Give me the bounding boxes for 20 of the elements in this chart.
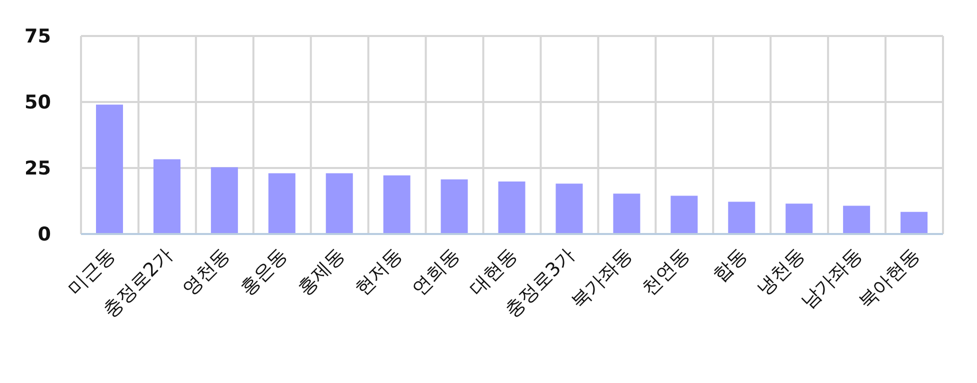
y-tick-label: 0 (38, 224, 51, 246)
bar (440, 179, 468, 234)
y-tick-label: 25 (24, 158, 51, 180)
bar (498, 181, 526, 234)
bar (210, 167, 238, 234)
bar (326, 173, 353, 234)
y-tick-label: 50 (24, 92, 51, 114)
bar (900, 212, 928, 234)
bar (728, 202, 756, 234)
bar (383, 175, 410, 234)
y-tick-label: 75 (24, 26, 51, 48)
bar (786, 204, 813, 234)
bar (96, 104, 123, 234)
x-tick-label: 합동 (708, 244, 752, 286)
bar (843, 206, 870, 234)
bar (613, 194, 640, 234)
bar (670, 196, 698, 234)
bar (556, 184, 583, 234)
bar (268, 173, 296, 234)
bar (153, 159, 180, 234)
